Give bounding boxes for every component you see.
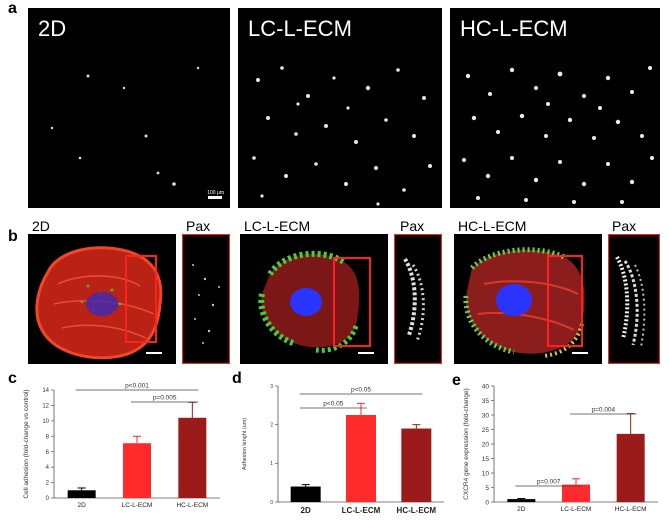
cell-dots-hc: [462, 66, 654, 204]
scale-bar-label: 100 μm: [207, 190, 224, 196]
bar: [67, 490, 96, 498]
scale-bar: [208, 196, 222, 199]
pax-inset-lc-render: [403, 257, 425, 342]
pax-inset-lc: [394, 234, 442, 364]
bar: [507, 499, 536, 502]
image-label-lc-l-ecm: LC-L-ECM: [248, 16, 352, 41]
inset-label-pax-hc: Pax: [612, 218, 637, 234]
y-tick-label: 14: [42, 388, 49, 394]
scale-bar: [572, 352, 588, 354]
scale-bar: [146, 352, 162, 354]
y-tick-label: 15: [482, 456, 490, 463]
comparison-label: p<0.05: [323, 401, 343, 408]
inset-label-pax-2d: Pax: [186, 218, 211, 234]
if-image-lc-l-ecm: [240, 234, 388, 364]
inset-box: [125, 255, 157, 343]
y-axis-label: CXCR4 gene expression (fold-change): [463, 388, 470, 500]
micrograph-hc-l-ecm-adhesion: HC-L-ECM: [450, 8, 660, 208]
x-tick-label: LC-L-ECM: [122, 502, 153, 509]
x-tick-label: 2D: [301, 506, 311, 515]
if-image-hc-l-ecm: [454, 234, 602, 364]
image-label-2d: 2D: [38, 16, 67, 41]
bar: [123, 443, 151, 498]
bar: [562, 484, 590, 502]
y-tick-label: 20: [482, 441, 490, 448]
cell-hc-render: [463, 247, 588, 358]
pax-inset-2d: [182, 234, 230, 364]
bar: [178, 417, 207, 498]
if-label-2d: 2D: [32, 218, 50, 234]
cell-2d-render: [35, 246, 163, 360]
x-tick-label: HC-L-ECM: [397, 506, 437, 515]
y-tick-label: 30: [482, 412, 490, 419]
panel-letter-c: c: [8, 370, 17, 387]
y-axis-label: Cell adhesion (fold-change vs control): [23, 389, 30, 498]
pax-inset-hc-render: [615, 256, 646, 348]
y-tick-label: 8: [46, 434, 50, 440]
image-label-hc-l-ecm: HC-L-ECM: [460, 16, 568, 41]
x-tick-label: HC-L-ECM: [615, 506, 647, 513]
bar: [616, 433, 645, 502]
panel-letter-a: a: [8, 0, 17, 17]
chart-d: 0 1 2 3 Adhesion lenght (um) 2D LC-L-ECM HC-L-E…: [242, 384, 444, 515]
comparison-label: p=0.004: [591, 407, 615, 414]
y-tick-label: 0: [270, 500, 273, 506]
if-label-hc-l-ecm: HC-L-ECM: [458, 218, 527, 234]
panel-letter-e: e: [452, 372, 461, 389]
scale-bar: [358, 352, 374, 354]
y-tick-label: 5: [485, 485, 489, 492]
x-tick-label: LC-L-ECM: [561, 506, 592, 513]
y-tick-label: 4: [46, 465, 50, 471]
comparison-label: p<0.05: [351, 387, 371, 394]
y-axis-label: Adhesion lenght (um): [242, 418, 248, 470]
bar: [290, 486, 321, 502]
cell-lc-render: [258, 250, 374, 354]
y-tick-label: 10: [482, 470, 490, 477]
inset-box: [547, 255, 583, 347]
y-tick-label: 35: [482, 398, 490, 405]
if-image-2d: [28, 234, 176, 364]
y-tick-label: 25: [482, 427, 490, 434]
y-tick-label: 1: [270, 461, 273, 467]
comparison-label: p<0.001: [125, 383, 149, 390]
pax-inset-2d-render: [192, 264, 220, 344]
y-tick-label: 0: [46, 496, 50, 502]
x-tick-label: HC-L-ECM: [176, 502, 208, 509]
x-tick-label: 2D: [78, 502, 87, 509]
y-tick-label: 40: [482, 383, 490, 390]
cell-dots-lc: [252, 66, 432, 206]
x-tick-label: 2D: [517, 506, 526, 513]
inset-box: [333, 257, 371, 347]
y-tick-label: 3: [270, 384, 273, 390]
x-tick-label: LC-L-ECM: [342, 506, 381, 515]
y-tick-label: 10: [42, 419, 49, 425]
panel-letter-d: d: [232, 370, 242, 387]
comparison-label: p=0.007: [537, 479, 561, 486]
y-tick-label: 2: [270, 422, 273, 428]
chart-c: 0 2 4 6 8 10 12 14 Cell adhesion (fold-change vs…: [23, 383, 220, 509]
comparison-label: p=0.005: [153, 395, 177, 402]
pax-inset-hc: [608, 234, 660, 364]
if-label-lc-l-ecm: LC-L-ECM: [244, 218, 311, 234]
chart-e: 0 5 10 15 20 25 30 35 40 CXCR4 gene expression (f…: [463, 383, 658, 513]
bar: [401, 428, 432, 502]
bar: [346, 415, 376, 502]
panel-letter-b: b: [8, 228, 18, 245]
micrograph-lc-l-ecm-adhesion: LC-L-ECM: [238, 8, 442, 208]
micrograph-2d-adhesion: 2D 100 μm: [28, 8, 230, 208]
cell-dots-2d: [50, 66, 222, 199]
y-tick-label: 0: [485, 499, 489, 506]
y-tick-label: 6: [46, 450, 50, 456]
inset-label-pax-lc: Pax: [400, 218, 425, 234]
y-tick-label: 2: [46, 481, 50, 487]
y-tick-label: 12: [42, 404, 49, 410]
